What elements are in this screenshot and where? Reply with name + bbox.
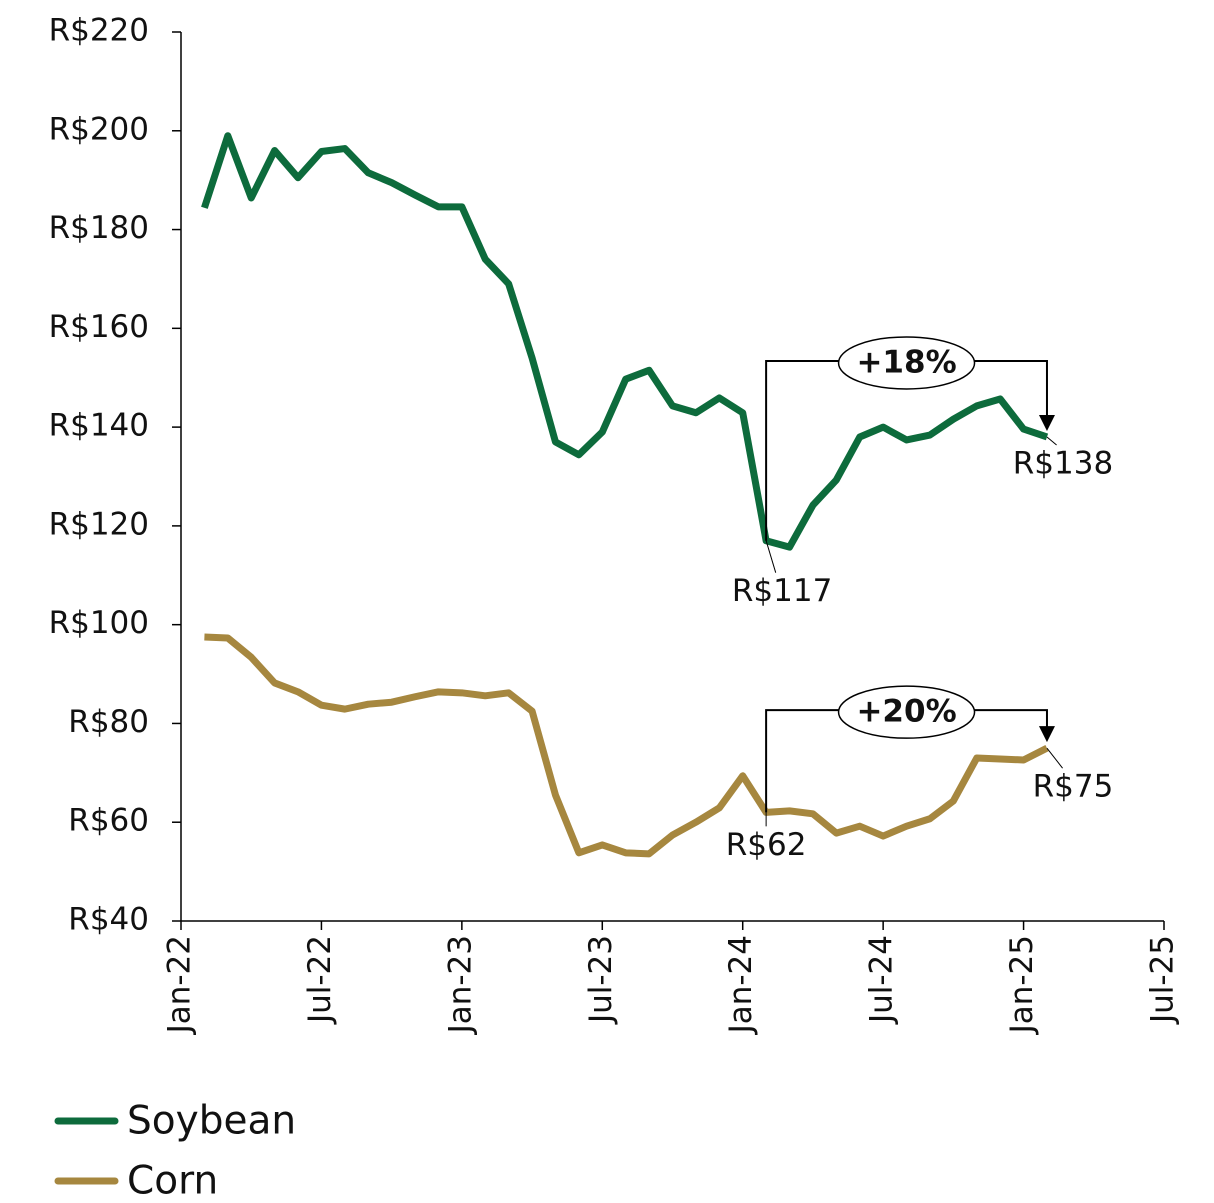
x-tick-label: Jan-25 (1004, 935, 1040, 1035)
legend-label: Corn (127, 1159, 218, 1203)
x-tick-label: Jan-22 (162, 935, 198, 1035)
arrow-head (1038, 726, 1055, 743)
data-label: R$117 (732, 573, 832, 609)
y-tick-label: R$100 (49, 605, 149, 641)
data-label: R$138 (1013, 445, 1113, 481)
y-tick-label: R$200 (49, 111, 149, 147)
x-tick-label: Jan-24 (723, 935, 759, 1035)
leader-line (765, 540, 777, 573)
data-label: R$62 (726, 827, 807, 863)
y-tick-label: R$220 (49, 13, 149, 49)
arrow-head (1038, 414, 1055, 431)
change-bubble (837, 685, 976, 739)
x-tick-label: Jul-22 (302, 935, 338, 1025)
series-line (201, 132, 1049, 551)
y-tick-label: R$140 (49, 408, 149, 444)
legend-label: Soybean (127, 1099, 296, 1144)
x-tick-label: Jul-25 (1145, 935, 1181, 1025)
x-tick-label: Jul-24 (864, 935, 900, 1025)
y-tick-label: R$60 (68, 803, 149, 839)
y-tick-label: R$160 (49, 309, 149, 345)
change-bubble (837, 336, 976, 390)
change-label: +18% (856, 344, 956, 380)
x-tick-label: Jan-23 (442, 935, 478, 1035)
y-tick-label: R$40 (68, 902, 149, 938)
y-tick-label: R$180 (49, 210, 149, 246)
y-tick-label: R$120 (49, 506, 149, 542)
leader-line (1046, 436, 1057, 446)
series-line (204, 633, 1049, 858)
y-tick-label: R$80 (68, 704, 149, 740)
change-label: +20% (856, 694, 956, 730)
x-tick-label: Jul-23 (583, 935, 619, 1025)
leader-line (1046, 747, 1063, 769)
data-label: R$75 (1033, 769, 1114, 805)
